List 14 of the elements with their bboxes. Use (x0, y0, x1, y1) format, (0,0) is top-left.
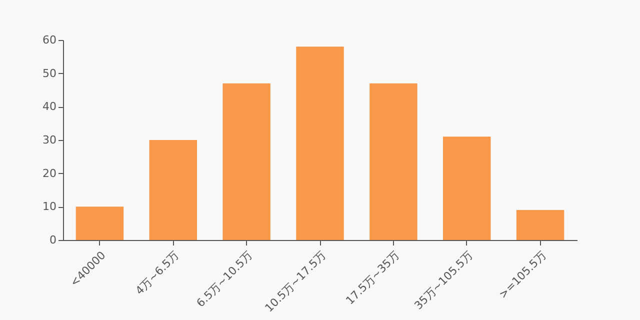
bar (222, 83, 270, 240)
y-tick-label: 30 (42, 134, 56, 146)
y-tick-label: 60 (42, 34, 56, 46)
y-tick-label: 0 (50, 234, 56, 246)
bar (442, 136, 491, 240)
bar (370, 83, 418, 240)
y-tick-label: 10 (42, 200, 56, 214)
bar (149, 140, 198, 240)
bar (296, 46, 344, 240)
bar (516, 210, 564, 240)
y-tick-label: 50 (42, 66, 56, 80)
y-tick-label: 20 (42, 166, 56, 180)
bar (76, 206, 124, 240)
y-tick-label: 40 (42, 100, 56, 114)
